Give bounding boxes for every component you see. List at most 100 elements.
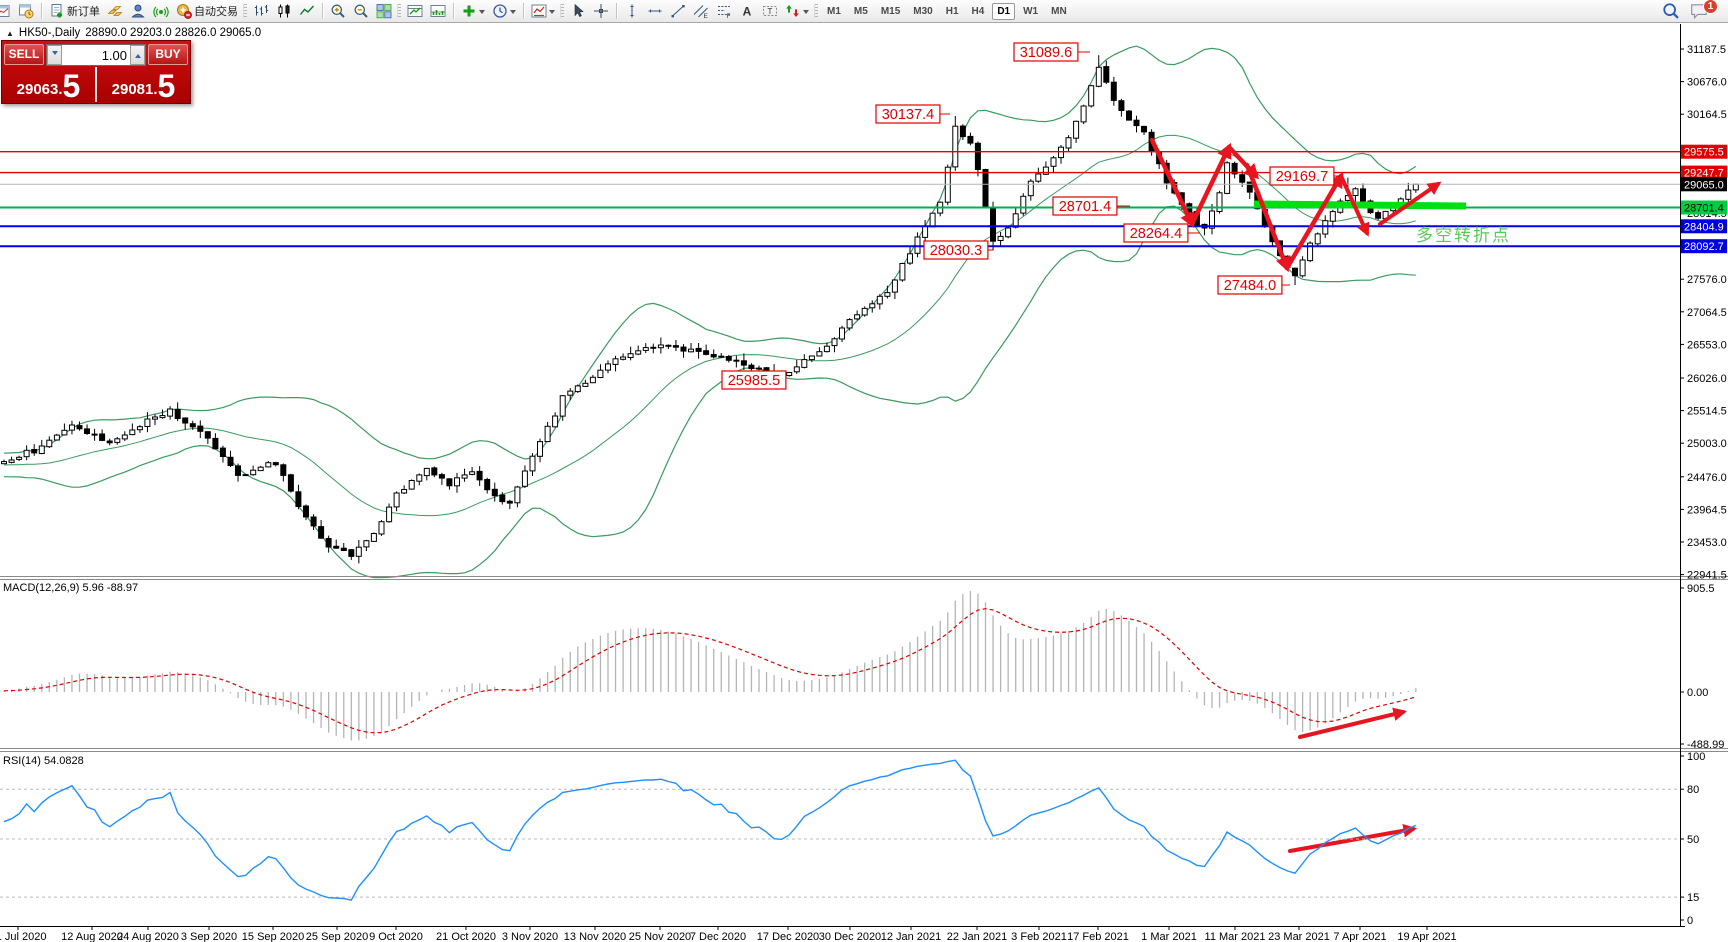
indicator-histogram-icon[interactable] bbox=[427, 2, 449, 21]
svg-text:22941.5: 22941.5 bbox=[1687, 570, 1727, 582]
svg-text:50: 50 bbox=[1687, 834, 1699, 846]
svg-text:25514.5: 25514.5 bbox=[1687, 406, 1727, 418]
horizontal-line-icon[interactable] bbox=[644, 2, 666, 21]
template-icon[interactable] bbox=[528, 2, 558, 21]
svg-text:27576.0: 27576.0 bbox=[1687, 274, 1727, 286]
svg-text:0.00: 0.00 bbox=[1687, 687, 1708, 699]
svg-text:28092.7: 28092.7 bbox=[1684, 241, 1724, 253]
timeframe-toolbar: M1 M5 M15 M30 H1 H4 D1 W1 MN bbox=[821, 0, 1073, 22]
svg-text:21 Oct 2020: 21 Oct 2020 bbox=[436, 931, 496, 942]
trend-arrows bbox=[1149, 137, 1442, 853]
svg-text:30164.5: 30164.5 bbox=[1687, 109, 1727, 121]
indicator-window-icon[interactable] bbox=[404, 2, 426, 21]
gold-icon[interactable] bbox=[104, 2, 126, 21]
svg-text:28030.3: 28030.3 bbox=[930, 243, 982, 259]
toolbar-group-standard: 新订单 自动交易 bbox=[0, 0, 241, 22]
toolbar-group-right: 1 bbox=[1659, 0, 1727, 21]
toolbar-group-indicators bbox=[404, 0, 558, 22]
chevron-down-icon bbox=[549, 9, 555, 17]
fibonacci-icon[interactable]: F bbox=[713, 2, 735, 21]
timeframe-m1[interactable]: M1 bbox=[827, 5, 841, 17]
pane-separators bbox=[0, 576, 1728, 752]
svg-text:3 Feb 2021: 3 Feb 2021 bbox=[1011, 931, 1067, 942]
svg-text:30676.0: 30676.0 bbox=[1687, 77, 1727, 89]
timeframe-m30[interactable]: M30 bbox=[913, 5, 933, 17]
svg-text:25985.5: 25985.5 bbox=[728, 373, 780, 389]
timeframe-mn[interactable]: MN bbox=[1051, 5, 1067, 17]
rsi-pane: RSI(14) 54.0828 bbox=[0, 755, 1680, 901]
chart-window-icon[interactable] bbox=[0, 2, 14, 21]
ohlc-values: 28890.0 29203.0 28826.0 29065.0 bbox=[85, 27, 262, 39]
svg-text:28404.9: 28404.9 bbox=[1684, 221, 1724, 233]
zoom-out-icon[interactable] bbox=[350, 2, 372, 21]
timeframe-h4[interactable]: H4 bbox=[971, 5, 985, 17]
text-icon[interactable]: A bbox=[736, 2, 758, 21]
chart-profile-icon[interactable] bbox=[15, 2, 37, 21]
channel-icon[interactable]: E bbox=[690, 2, 712, 21]
sell-button[interactable]: SELL bbox=[4, 44, 44, 65]
svg-text:T: T bbox=[768, 7, 773, 16]
candlesticks bbox=[1, 55, 1419, 564]
timeframe-d1[interactable]: D1 bbox=[992, 2, 1016, 20]
triangle-up-icon bbox=[134, 51, 141, 58]
svg-text:23453.0: 23453.0 bbox=[1687, 537, 1727, 549]
vertical-line-icon[interactable] bbox=[621, 2, 643, 21]
svg-text:25003.0: 25003.0 bbox=[1687, 438, 1727, 450]
buy-button[interactable]: BUY bbox=[148, 44, 188, 65]
svg-text:13 Nov 2020: 13 Nov 2020 bbox=[564, 931, 626, 942]
volume-stepper: 1.00 bbox=[46, 43, 146, 66]
new-order-icon bbox=[51, 4, 62, 18]
sell-price[interactable]: 29063. 5 bbox=[16, 68, 81, 104]
svg-text:19 Apr 2021: 19 Apr 2021 bbox=[1397, 931, 1456, 942]
svg-text:7 Apr 2021: 7 Apr 2021 bbox=[1333, 931, 1386, 942]
timeframe-h1[interactable]: H1 bbox=[945, 5, 959, 17]
price-level-lines: 多空转折点 bbox=[0, 150, 1680, 248]
bollinger-bands bbox=[3, 45, 1417, 579]
macd-pane: MACD(12,26,9) 5.96 -88.97 bbox=[3, 582, 1417, 741]
new-order-button[interactable]: 新订单 bbox=[46, 2, 103, 21]
svg-text:3 Nov 2020: 3 Nov 2020 bbox=[502, 931, 558, 942]
timeframe-m5[interactable]: M5 bbox=[853, 5, 868, 17]
svg-text:27064.5: 27064.5 bbox=[1687, 307, 1727, 319]
trendline-icon[interactable] bbox=[667, 2, 689, 21]
crosshair-icon[interactable] bbox=[590, 2, 612, 21]
chat-icon[interactable]: 1 bbox=[1687, 0, 1721, 21]
toolbar-group-chart-type bbox=[250, 0, 395, 22]
add-indicator-icon[interactable] bbox=[458, 2, 488, 21]
svg-text:28264.4: 28264.4 bbox=[1130, 226, 1182, 242]
buy-price[interactable]: 29081. 5 bbox=[111, 68, 176, 104]
symbol-period-label: HK50-,Daily bbox=[18, 27, 81, 39]
svg-text:15 Sep 2020: 15 Sep 2020 bbox=[242, 931, 304, 942]
svg-text:100: 100 bbox=[1687, 751, 1705, 763]
svg-text:1 Mar 2021: 1 Mar 2021 bbox=[1141, 931, 1197, 942]
cursor-icon[interactable] bbox=[567, 2, 589, 21]
volume-decrease-button[interactable] bbox=[47, 44, 62, 65]
svg-text:E: E bbox=[704, 13, 709, 19]
svg-text:17 Dec 2020: 17 Dec 2020 bbox=[757, 931, 819, 942]
svg-text:29247.7: 29247.7 bbox=[1684, 168, 1724, 180]
period-clock-icon[interactable] bbox=[489, 2, 519, 21]
chevron-down-icon bbox=[803, 9, 809, 17]
signals-icon[interactable] bbox=[150, 2, 172, 21]
volume-value[interactable]: 1.00 bbox=[101, 47, 127, 63]
tile-windows-icon[interactable] bbox=[373, 2, 395, 21]
volume-increase-button[interactable] bbox=[130, 44, 145, 65]
triangle-down-icon bbox=[51, 51, 58, 58]
text-label-icon[interactable]: T bbox=[759, 2, 781, 21]
bar-chart-icon[interactable] bbox=[250, 2, 272, 21]
svg-text:31089.6: 31089.6 bbox=[1020, 45, 1072, 61]
line-chart-icon[interactable] bbox=[296, 2, 318, 21]
zoom-in-icon[interactable] bbox=[327, 2, 349, 21]
chevron-down-icon bbox=[510, 9, 516, 17]
autotrading-button[interactable]: 自动交易 bbox=[173, 2, 241, 21]
search-icon[interactable] bbox=[1659, 2, 1683, 21]
timeframe-m15[interactable]: M15 bbox=[880, 5, 901, 17]
annotation-boxes: 31089.6 30137.4 29169.7 28701.4 28264.4 28030… bbox=[721, 42, 1340, 390]
arrows-icon[interactable] bbox=[782, 2, 812, 21]
timeframe-w1[interactable]: W1 bbox=[1023, 5, 1039, 17]
collapse-toggle-icon[interactable]: ▲ bbox=[6, 28, 14, 38]
candlestick-chart-icon[interactable] bbox=[273, 2, 295, 21]
community-icon[interactable] bbox=[127, 2, 149, 21]
